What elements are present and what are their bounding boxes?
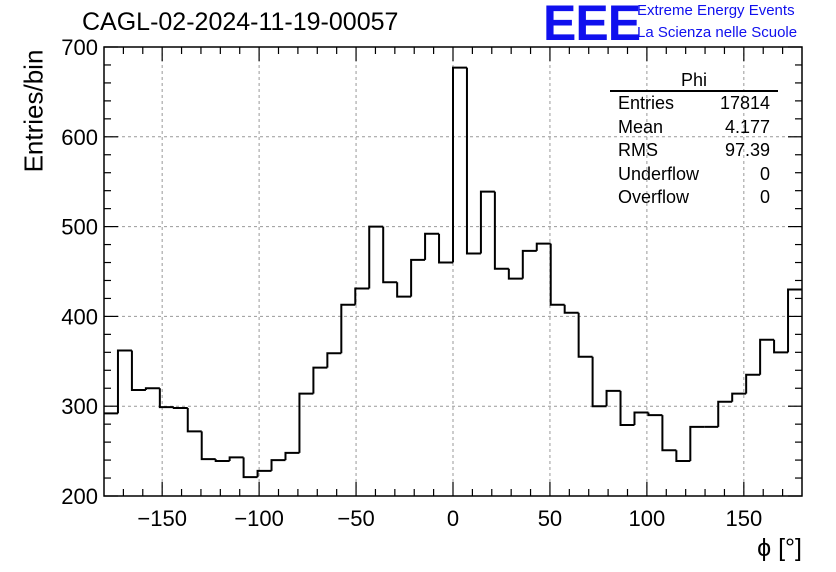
histogram-bin — [521, 249, 537, 279]
histogram-bin — [507, 268, 523, 280]
histogram-bin — [661, 415, 677, 452]
histogram-bin — [326, 352, 342, 368]
histogram-bin — [396, 282, 412, 298]
histogram-bin — [773, 339, 789, 354]
histogram-bin — [256, 469, 272, 478]
stats-label: Underflow — [618, 163, 700, 184]
stats-label: Entries — [618, 93, 675, 113]
histogram-bin — [438, 233, 453, 264]
histogram-bin — [410, 258, 426, 297]
stats-value: 0 — [759, 187, 770, 207]
y-axis-label: Entries/bin — [18, 49, 49, 173]
histogram-bin — [633, 411, 649, 426]
histogram-bin — [298, 392, 314, 453]
chart-title: CAGL-02-2024-11-19-00057 — [82, 8, 399, 36]
histogram-bin — [144, 387, 160, 391]
stats-value: 17814 — [719, 93, 770, 113]
histogram-bin — [689, 425, 705, 461]
eee-logo: EEE — [543, 0, 641, 51]
logo-line-1: Extreme Energy Events — [637, 2, 795, 19]
stats-row-overflow: Overflow 0 — [610, 186, 778, 210]
histogram-bin — [605, 389, 621, 407]
histogram-bin — [172, 406, 188, 409]
y-tick-label: 300 — [61, 394, 98, 419]
stats-value: 0 — [759, 163, 770, 184]
y-tick-label: 500 — [61, 215, 98, 240]
x-axis-label: ϕ [°] — [757, 534, 802, 562]
histogram-bin — [787, 288, 802, 353]
histogram-bin — [228, 456, 244, 461]
stats-label: Mean — [618, 116, 664, 137]
histogram-bin — [312, 366, 328, 394]
histogram-bin — [563, 304, 579, 314]
histogram-bin — [577, 312, 593, 358]
histogram-bin — [200, 431, 216, 461]
stats-value: 97.39 — [724, 140, 770, 160]
histogram-bin — [535, 242, 551, 251]
histogram-bin — [242, 457, 258, 479]
histogram-bin — [186, 407, 202, 433]
histogram-bin — [591, 356, 607, 408]
histogram-bin — [479, 190, 495, 254]
histogram-bin — [382, 226, 398, 284]
histogram-bin — [270, 459, 286, 471]
x-tick-label: 50 — [538, 506, 562, 531]
histogram-bin — [731, 392, 747, 402]
histogram-bin — [493, 191, 509, 270]
stats-row-rms: RMS 97.39 — [610, 139, 778, 163]
histogram-bin — [214, 459, 230, 462]
histogram-bin — [158, 388, 174, 409]
histogram-bin — [675, 450, 691, 462]
histogram-bin — [424, 232, 440, 260]
histogram-bin — [759, 338, 775, 375]
stats-row-entries: Entries 17814 — [610, 92, 778, 116]
stats-row-mean: Mean 4.177 — [610, 116, 778, 140]
y-tick-label: 200 — [61, 484, 98, 509]
histogram-bin — [745, 373, 761, 394]
histogram-bin — [647, 412, 663, 417]
stats-label: Overflow — [618, 187, 690, 207]
logo-line-2: La Scienza nelle Scuole — [637, 24, 798, 41]
histogram-bin — [619, 390, 635, 427]
stats-title: Phi — [610, 70, 778, 92]
x-tick-label: −50 — [337, 506, 374, 531]
stats-row-underflow: Underflow 0 — [610, 163, 778, 187]
stats-value: 4.177 — [724, 116, 770, 137]
stats-label: RMS — [618, 140, 658, 160]
x-tick-label: 150 — [725, 506, 762, 531]
y-tick-label: 700 — [61, 35, 98, 60]
y-tick-label: 400 — [61, 304, 98, 329]
histogram-bin — [130, 350, 146, 392]
histogram-bin — [284, 451, 300, 461]
histogram-bin — [368, 225, 384, 289]
histogram-bin — [452, 66, 467, 263]
histogram-bin — [340, 303, 356, 354]
histogram-bin — [549, 243, 565, 306]
x-tick-label: −150 — [137, 506, 187, 531]
stats-box: Phi Entries 17814 Mean 4.177 RMS 97.39 U… — [610, 70, 778, 210]
y-tick-label: 600 — [61, 125, 98, 150]
histogram-bin — [465, 67, 481, 255]
histogram-bin — [354, 287, 370, 305]
x-tick-label: −100 — [234, 506, 284, 531]
histogram-bin — [717, 400, 733, 427]
x-tick-label: 100 — [629, 506, 666, 531]
x-tick-label: 0 — [447, 506, 459, 531]
histogram-bin — [116, 349, 132, 414]
